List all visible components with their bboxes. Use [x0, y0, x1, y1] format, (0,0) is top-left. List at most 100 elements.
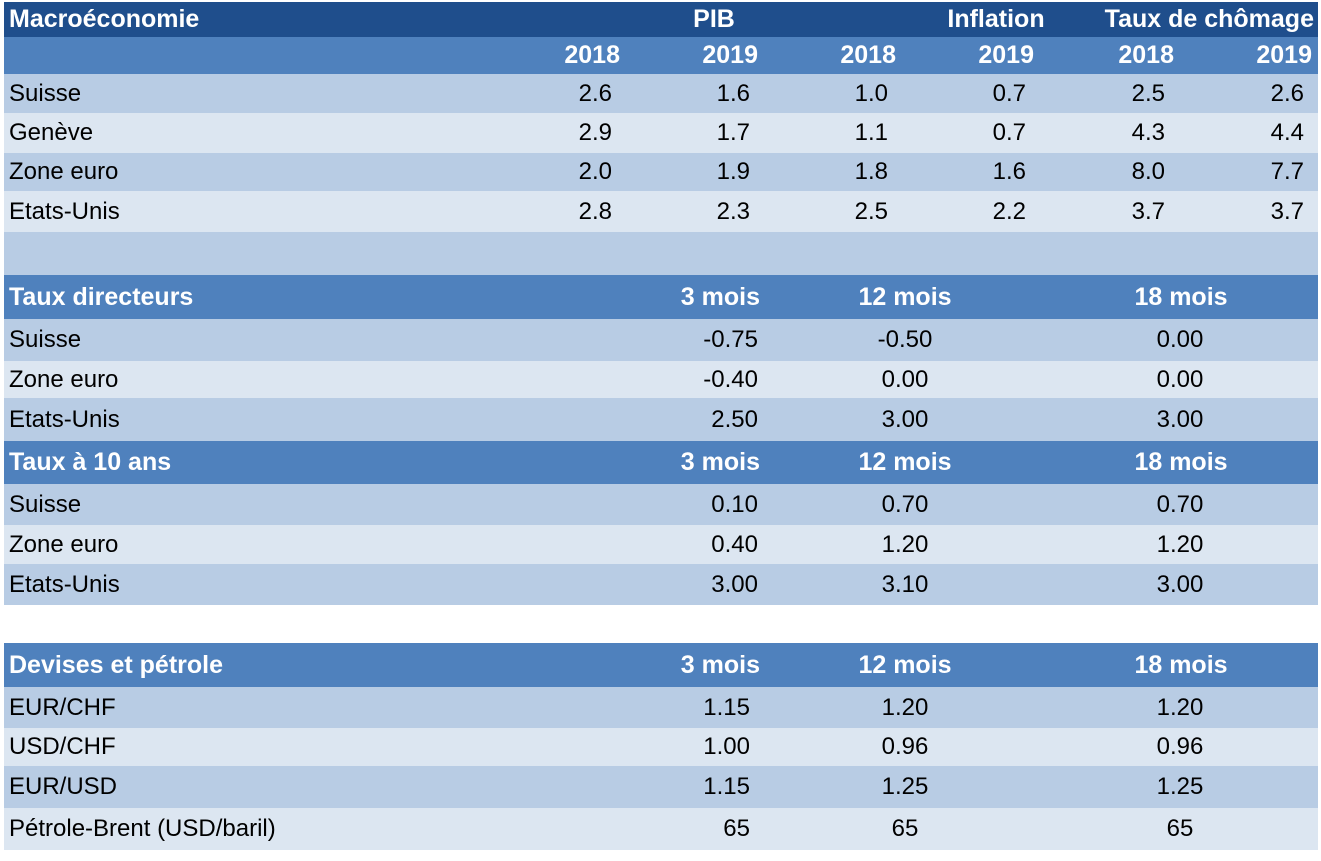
value-cell: 2.50 [711, 406, 758, 433]
table-row: Suisse 2.6 1.6 1.0 0.7 2.5 2.6 [4, 74, 1318, 113]
forecast-table: Macroéconomie PIB Inflation Taux de chôm… [4, 2, 1318, 850]
table-row: Etats-Unis 2.50 3.00 3.00 [4, 398, 1318, 441]
row-label: Suisse [9, 80, 82, 107]
value-cell: 3.10 [881, 571, 929, 598]
value-cell: -0.40 [703, 366, 758, 393]
row-label: Suisse [9, 326, 82, 353]
policy-rates-title: Taux directeurs [9, 283, 194, 311]
value-cell: 1.8 [854, 158, 888, 185]
value-cell: 0.7 [992, 80, 1026, 107]
row-label: EUR/CHF [9, 694, 116, 721]
value-cell: 1.9 [716, 158, 750, 185]
value-cell: 3.00 [1156, 571, 1204, 598]
value-cell: 1.00 [703, 733, 750, 760]
fx-oil-title: Devises et pétrole [9, 651, 223, 679]
horizon-header: 3 mois [680, 651, 760, 679]
table-row: Suisse 0.10 0.70 0.70 [4, 484, 1318, 525]
table-row: Zone euro 0.40 1.20 1.20 [4, 525, 1318, 564]
table-row: USD/CHF 1.00 0.96 0.96 [4, 728, 1318, 766]
table-row: Genève 2.9 1.7 1.1 0.7 4.3 4.4 [4, 113, 1318, 153]
value-cell: -0.50 [877, 326, 933, 353]
value-cell: 0.7 [992, 119, 1026, 146]
value-cell: 7.7 [1270, 158, 1304, 185]
value-cell: 1.7 [716, 119, 750, 146]
value-cell: 0.00 [881, 366, 929, 393]
horizon-header: 18 mois [1134, 448, 1228, 476]
value-cell: 1.20 [1156, 694, 1204, 721]
group-chomage: Taux de chômage [1104, 5, 1314, 33]
ten-year-title: Taux à 10 ans [9, 448, 172, 476]
value-cell: 65 [891, 815, 919, 842]
value-cell: 4.4 [1270, 119, 1304, 146]
value-cell: 1.20 [1156, 531, 1204, 558]
value-cell: 1.6 [716, 80, 750, 107]
value-cell: 1.0 [854, 80, 888, 107]
value-cell: -0.75 [703, 326, 758, 353]
value-cell: 1.1 [854, 119, 888, 146]
value-cell: 2.5 [1131, 80, 1165, 107]
row-label: EUR/USD [9, 773, 118, 800]
table-row: Pétrole-Brent (USD/baril) 65 65 65 [4, 808, 1318, 850]
policy-rates-header-row: Taux directeurs 3 mois 12 mois 18 mois [4, 275, 1318, 319]
row-label: Etats-Unis [9, 198, 120, 225]
horizon-header: 3 mois [680, 283, 760, 311]
value-cell: 3.00 [881, 406, 929, 433]
table-row: EUR/USD 1.15 1.25 1.25 [4, 766, 1318, 808]
row-label: Etats-Unis [9, 406, 120, 433]
value-cell: 0.96 [1156, 733, 1204, 760]
group-inflation: Inflation [947, 5, 1045, 33]
horizon-header: 3 mois [680, 448, 760, 476]
value-cell: 3.7 [1270, 198, 1304, 225]
value-cell: 2.9 [578, 119, 612, 146]
row-label: Zone euro [9, 366, 119, 393]
year-header: 2019 [702, 41, 758, 69]
value-cell: 1.15 [703, 694, 750, 721]
macro-years-row: 2018 2019 2018 2019 2018 2019 [4, 37, 1318, 74]
year-header: 2018 [564, 41, 620, 69]
value-cell: 0.70 [881, 491, 929, 518]
year-header: 2019 [978, 41, 1034, 69]
value-cell: 3.00 [1156, 406, 1204, 433]
value-cell: 8.0 [1131, 158, 1165, 185]
value-cell: 0.00 [1156, 326, 1204, 353]
spacer-row [4, 232, 1318, 275]
horizon-header: 12 mois [858, 448, 952, 476]
value-cell: 2.3 [716, 198, 750, 225]
value-cell: 0.10 [711, 491, 758, 518]
value-cell: 1.6 [992, 158, 1026, 185]
row-label: Pétrole-Brent (USD/baril) [9, 815, 276, 842]
row-label: Etats-Unis [9, 571, 120, 598]
value-cell: 65 [1166, 815, 1194, 842]
year-header: 2018 [1118, 41, 1174, 69]
value-cell: 2.2 [992, 198, 1026, 225]
value-cell: 1.20 [881, 694, 929, 721]
row-label: USD/CHF [9, 733, 116, 760]
value-cell: 1.25 [1156, 773, 1204, 800]
table-row: Zone euro -0.40 0.00 0.00 [4, 361, 1318, 398]
row-label: Zone euro [9, 531, 119, 558]
value-cell: 0.70 [1156, 491, 1204, 518]
horizon-header: 12 mois [858, 283, 952, 311]
year-header: 2019 [1256, 41, 1312, 69]
value-cell: 2.6 [1270, 80, 1304, 107]
row-label: Zone euro [9, 158, 119, 185]
value-cell: 4.3 [1131, 119, 1165, 146]
value-cell: 1.15 [703, 773, 750, 800]
value-cell: 2.8 [578, 198, 612, 225]
value-cell: 2.5 [854, 198, 888, 225]
year-header: 2018 [840, 41, 896, 69]
value-cell: 0.40 [711, 531, 758, 558]
horizon-header: 18 mois [1134, 283, 1228, 311]
value-cell: 65 [723, 815, 750, 842]
group-pib: PIB [693, 5, 735, 33]
value-cell: 1.20 [881, 531, 929, 558]
value-cell: 0.96 [881, 733, 929, 760]
value-cell: 3.7 [1131, 198, 1165, 225]
value-cell: 1.25 [881, 773, 929, 800]
value-cell: 2.0 [578, 158, 612, 185]
row-label: Suisse [9, 491, 82, 518]
macro-header-row: Macroéconomie PIB Inflation Taux de chôm… [4, 2, 1318, 37]
horizon-header: 18 mois [1134, 651, 1228, 679]
table-row: Etats-Unis 3.00 3.10 3.00 [4, 564, 1318, 605]
table-row: Zone euro 2.0 1.9 1.8 1.6 8.0 7.7 [4, 153, 1318, 191]
